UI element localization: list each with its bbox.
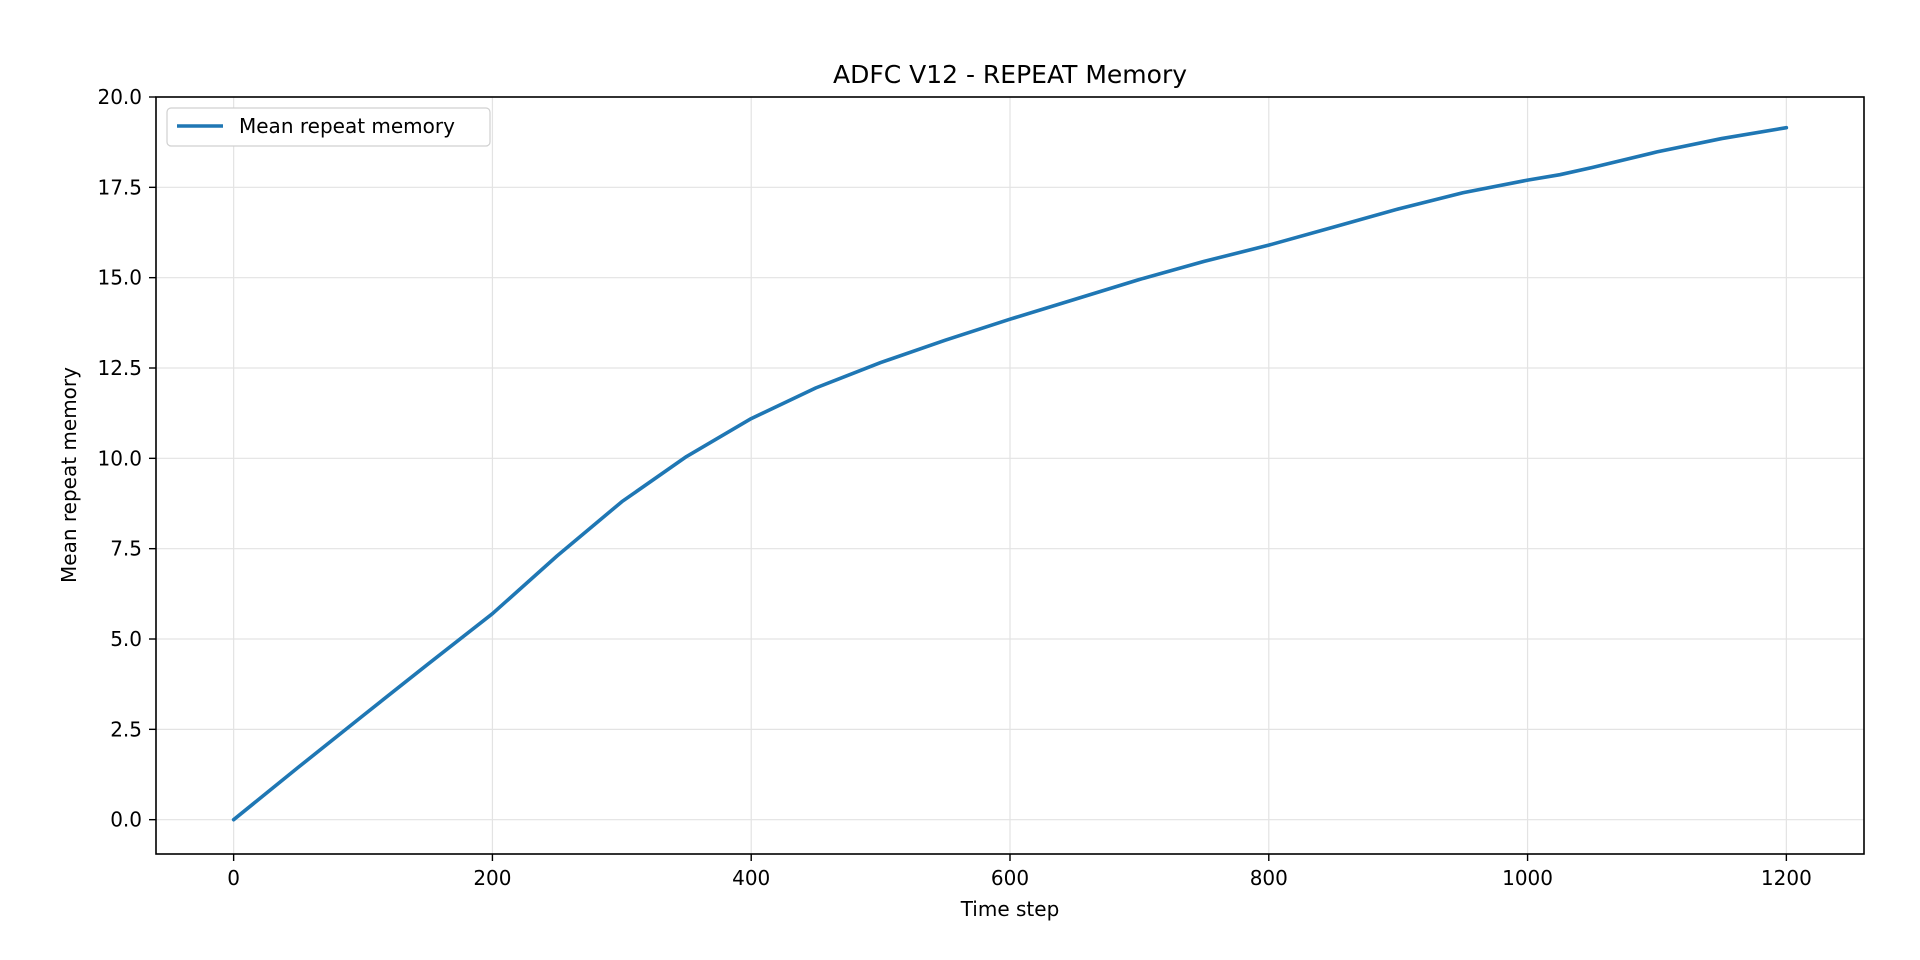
- x-tick-label: 0: [227, 866, 240, 890]
- y-tick-label: 12.5: [97, 356, 142, 380]
- grid: [156, 96, 1864, 854]
- x-tick-label: 200: [473, 866, 511, 890]
- legend-box: [166, 107, 491, 147]
- y-tick-label: 5.0: [110, 627, 142, 651]
- series-line-0: [231, 125, 1789, 822]
- chart-title: ADFC V12 - REPEAT Memory: [833, 60, 1187, 89]
- legend-label: Mean repeat memory: [239, 114, 455, 138]
- y-tick-label: 7.5: [110, 537, 142, 561]
- y-tick-label: 17.5: [97, 175, 142, 199]
- y-tick-label: 10.0: [97, 446, 142, 470]
- y-tick-label: 20.0: [97, 85, 142, 109]
- series-layer: [231, 125, 1789, 822]
- axis-ticks: 0 200 400 600 800 1000 1200 0.0 2.5 5.0 7.5 10.0 12.…: [97, 85, 1811, 890]
- x-tick-label: 800: [1250, 866, 1288, 890]
- y-axis-label: Mean repeat memory: [57, 367, 81, 583]
- x-tick-label: 1200: [1761, 866, 1812, 890]
- x-tick-label: 400: [732, 866, 770, 890]
- y-tick-label: 0.0: [110, 808, 142, 832]
- x-tick-label: 600: [991, 866, 1029, 890]
- x-axis-label: Time step: [960, 897, 1060, 921]
- y-tick-label: 15.0: [97, 266, 142, 290]
- y-tick-label: 2.5: [110, 717, 142, 741]
- x-tick-label: 1000: [1502, 866, 1553, 890]
- legend: Mean repeat memory: [166, 107, 491, 147]
